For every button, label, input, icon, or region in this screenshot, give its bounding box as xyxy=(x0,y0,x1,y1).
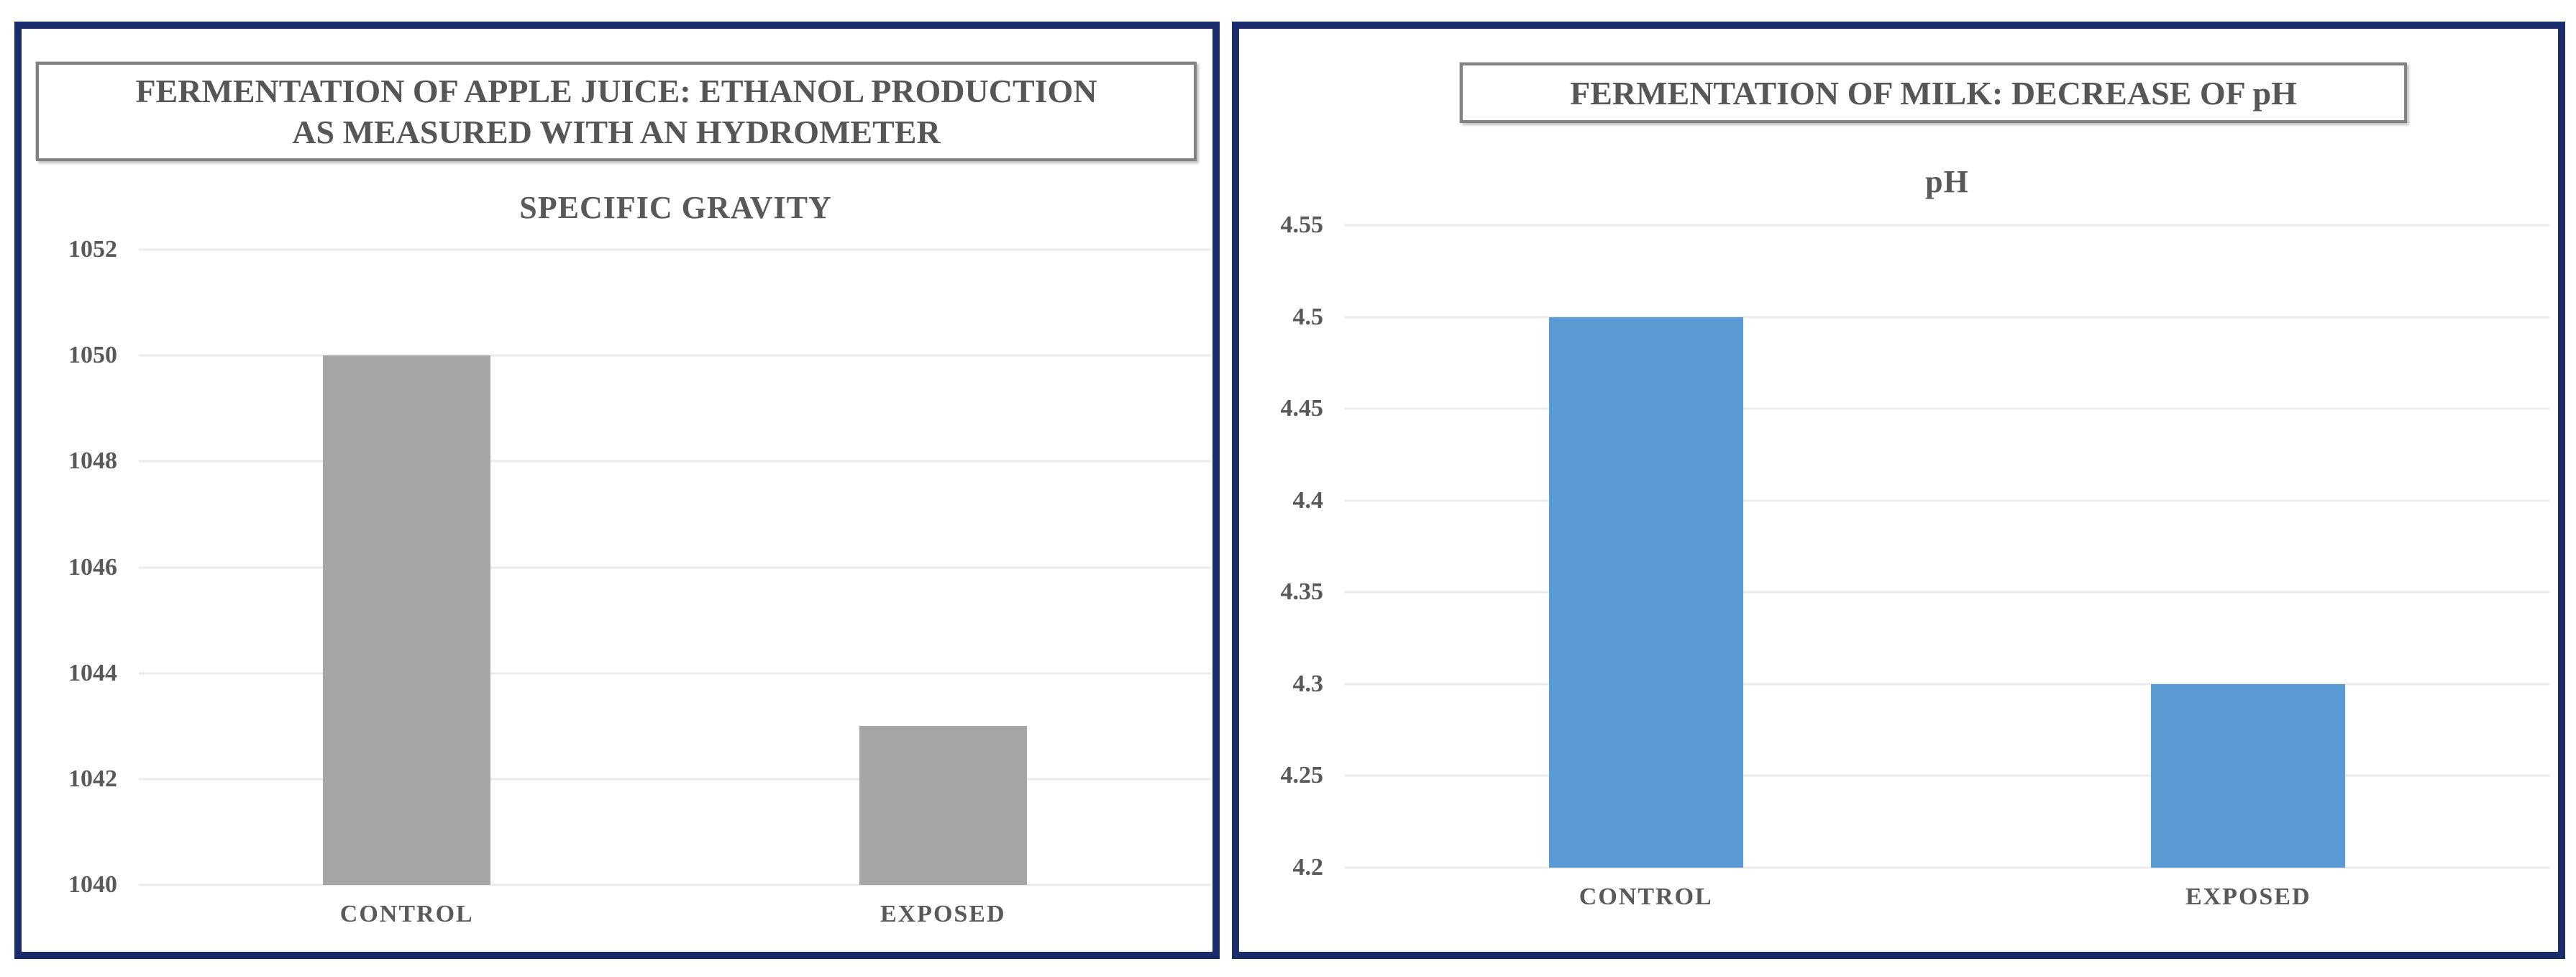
value-axis-title: pH xyxy=(1925,164,1969,199)
gridline xyxy=(1345,407,2549,410)
chart-title-line-2: AS MEASURED WITH AN HYDROMETER xyxy=(292,114,941,150)
gridline xyxy=(1345,774,2549,777)
gridline xyxy=(1345,683,2549,686)
chart-title-line-1: FERMENTATION OF APPLE JUICE: ETHANOL PRO… xyxy=(135,73,1097,109)
bar-exposed xyxy=(2151,683,2346,868)
y-axis-tick-label: 4.5 xyxy=(1292,303,1324,330)
x-category-label: CONTROL xyxy=(339,901,474,927)
y-axis-tick-label: 1046 xyxy=(68,553,117,581)
chart-title-line-1: FERMENTATION OF MILK: DECREASE OF pH xyxy=(1570,74,2297,112)
y-axis-tick-label: 1040 xyxy=(68,871,117,898)
y-axis-tick-label: 4.3 xyxy=(1292,670,1324,697)
gridline xyxy=(139,460,1211,463)
x-category-label: EXPOSED xyxy=(2185,883,2311,910)
bar-control xyxy=(323,355,491,885)
gridline xyxy=(139,248,1211,251)
gridline xyxy=(139,354,1211,357)
gridline xyxy=(139,566,1211,568)
y-axis-tick-label: 4.4 xyxy=(1292,486,1324,514)
y-axis-tick-label: 4.55 xyxy=(1280,212,1324,238)
chart-title-box: FERMENTATION OF APPLE JUICE: ETHANOL PRO… xyxy=(36,62,1197,161)
plot-area: 1052 1050 1048 1046 1044 1042 1040 CONTROL EXPOS… xyxy=(68,236,1211,927)
y-axis-tick-label: 1052 xyxy=(68,236,117,263)
milk-fermentation-chart-panel: FERMENTATION OF MILK: DECREASE OF pH pH … xyxy=(1232,22,2565,959)
gridline xyxy=(139,778,1211,781)
bar-exposed xyxy=(859,726,1027,885)
bar-control xyxy=(1548,317,1743,868)
y-axis-tick-label: 4.35 xyxy=(1280,578,1324,606)
y-axis-tick-label: 4.2 xyxy=(1292,854,1324,881)
plot-area: 4.55 4.5 4.45 4.4 4.35 4.3 4.25 4.2 CONTROL EXPOS… xyxy=(1281,212,2549,910)
gridline xyxy=(1345,591,2549,594)
gridline xyxy=(1345,499,2549,502)
value-axis-title: SPECIFIC GRAVITY xyxy=(519,190,832,225)
x-category-label: EXPOSED xyxy=(880,901,1006,927)
gridline xyxy=(1345,224,2549,227)
x-category-label: CONTROL xyxy=(1579,883,1713,910)
gridline xyxy=(139,883,1211,886)
gridline xyxy=(139,672,1211,675)
chart-title-box: FERMENTATION OF MILK: DECREASE OF pH xyxy=(1460,63,2407,123)
y-axis-tick-label: 1042 xyxy=(68,765,117,792)
gridline xyxy=(1345,866,2549,869)
y-axis-tick-label: 4.45 xyxy=(1280,395,1324,422)
y-axis-tick-label: 1050 xyxy=(68,342,117,369)
y-axis-tick-label: 1048 xyxy=(68,447,117,475)
gridline xyxy=(1345,316,2549,319)
y-axis-tick-label: 1044 xyxy=(68,659,117,686)
apple-juice-fermentation-chart-panel: FERMENTATION OF APPLE JUICE: ETHANOL PRO… xyxy=(14,22,1220,959)
y-axis-tick-label: 4.25 xyxy=(1280,762,1324,789)
